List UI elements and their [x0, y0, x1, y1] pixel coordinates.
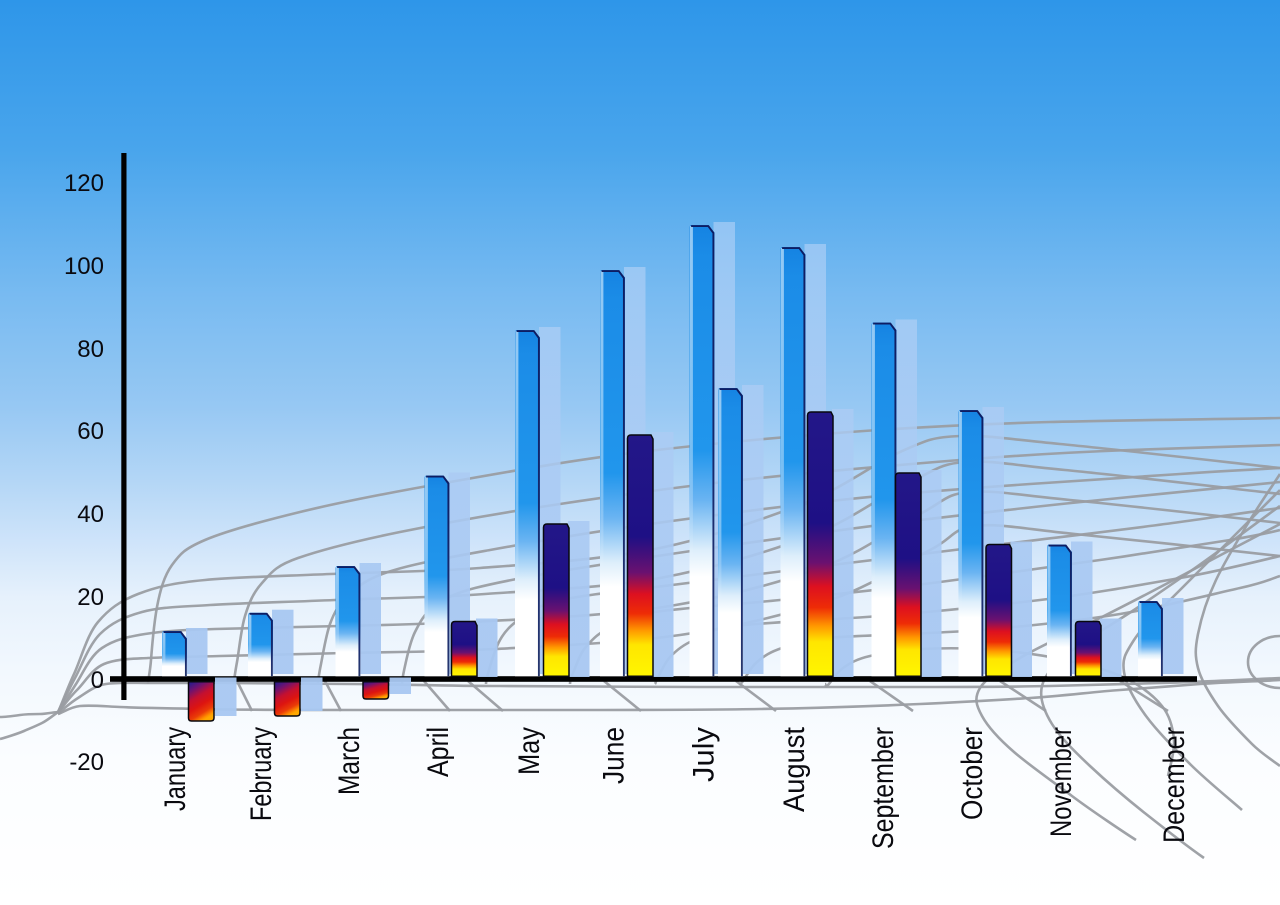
svg-text:December: December: [1158, 727, 1191, 843]
svg-text:September: September: [867, 727, 900, 849]
svg-text:February: February: [245, 727, 278, 821]
svg-text:July: July: [688, 727, 721, 782]
svg-text:40: 40: [77, 501, 104, 528]
svg-text:80: 80: [77, 336, 104, 363]
svg-text:-20: -20: [69, 749, 104, 776]
svg-text:August: August: [778, 726, 811, 812]
svg-text:March: March: [333, 727, 366, 795]
svg-text:0: 0: [91, 667, 104, 694]
svg-text:20: 20: [77, 584, 104, 611]
svg-text:January: January: [159, 727, 192, 811]
svg-text:100: 100: [64, 253, 104, 280]
svg-text:April: April: [422, 727, 455, 777]
svg-text:60: 60: [77, 418, 104, 445]
svg-text:October: October: [956, 727, 989, 820]
svg-text:June: June: [598, 727, 631, 784]
svg-text:May: May: [513, 727, 546, 775]
svg-text:November: November: [1045, 727, 1078, 837]
svg-text:120: 120: [64, 170, 104, 197]
